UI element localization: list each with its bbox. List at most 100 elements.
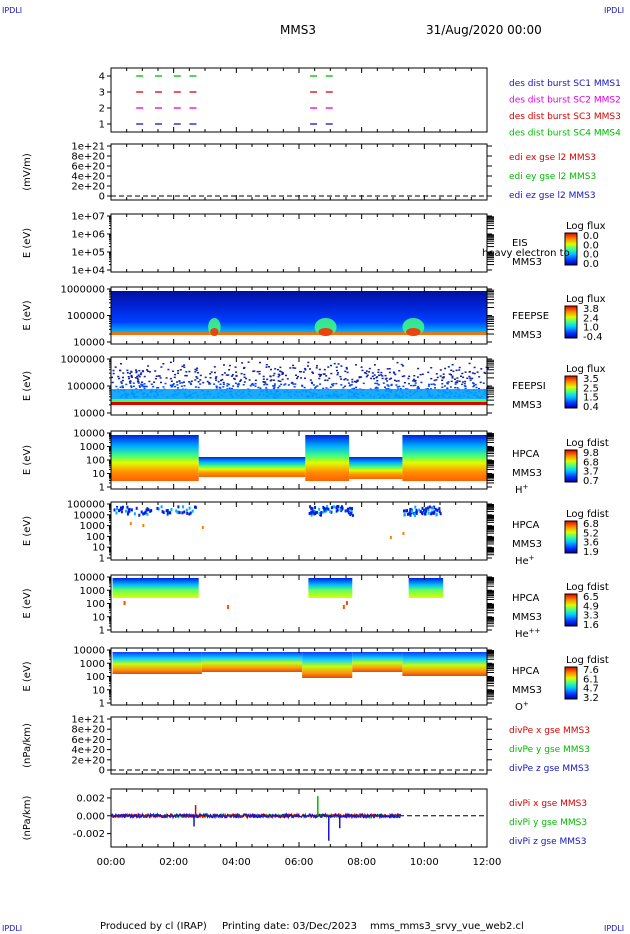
feepsi-pixel (266, 383, 269, 386)
hpca_h-ytick-label: 100 (86, 456, 105, 467)
feepsi-pixel (293, 386, 296, 388)
divpe-ytick-label: 6e+20 (71, 735, 105, 746)
feepsi-pixel (301, 384, 304, 387)
feepsi-pixel (476, 371, 479, 373)
hpca-he1-pixel (324, 507, 327, 511)
hpca-he1-pixel (420, 511, 423, 515)
feepsi-pixel (393, 379, 396, 382)
feepsi-pixel (382, 382, 385, 384)
feepsi-pixel (222, 383, 225, 386)
feepsi-pixel (375, 376, 378, 379)
feepsi-pixel (384, 386, 386, 388)
eis-frame (110, 213, 488, 273)
feepsi-pixel (484, 372, 487, 374)
time-axis-tick-label: 08:00 (347, 857, 376, 868)
feepsi-pixel (377, 369, 380, 371)
hpca-he1-pixel (347, 510, 350, 514)
feepsi-pixel (120, 363, 122, 365)
feepsi-pixel (219, 383, 222, 385)
hpca_he2-ylabel: E (eV) (22, 588, 33, 618)
hpca-he1-pixel (182, 505, 185, 509)
eis-overlap-text: heavy electron to (482, 248, 570, 259)
hpca_o-spacecraft-label: MMS3 (512, 685, 542, 696)
feepsi-pixel (188, 370, 191, 373)
feepsi-pixel (140, 383, 143, 385)
feepsi-pixel (387, 388, 390, 390)
feepsi-pixel (178, 380, 181, 382)
feepsi-pixel (441, 379, 444, 381)
feepsi-pixel (412, 384, 415, 387)
feepsi-pixel (354, 380, 356, 383)
eis-colorbar (564, 232, 578, 266)
feepsi-pixel (234, 366, 237, 368)
feepsi-pixel (323, 373, 326, 375)
hpca-he1-pixel (115, 511, 118, 515)
hpca-he1-pixel (309, 505, 312, 509)
feepsi-pixel (254, 382, 257, 385)
feepsi-pixel (336, 369, 338, 372)
feepsi-pixel (235, 374, 238, 377)
hpca-he1-pixel (160, 505, 163, 509)
feepsi-pixel (292, 367, 295, 369)
hpca-he1-pixel (351, 513, 354, 517)
feepsi-pixel (376, 380, 379, 382)
feepse-colorbar-tick: 1.0 (583, 323, 599, 334)
hpca-he1-pixel (427, 511, 430, 515)
feepsi-pixel (469, 379, 472, 381)
feepsi-pixel (441, 386, 444, 388)
feepsi-pixel (213, 383, 216, 385)
feepsi-pixel (455, 369, 458, 372)
feepsi-pixel (448, 373, 451, 375)
feepsi-pixel (332, 383, 335, 385)
burst-ytick-label: 4 (99, 72, 105, 83)
edi-ytick-label: 6e+20 (71, 162, 105, 173)
edi-frame (110, 143, 488, 201)
feepsi-pixel (277, 375, 280, 378)
burst-frame (110, 67, 488, 133)
feepsi-pixel (461, 381, 464, 383)
feepsi-pixel (309, 379, 312, 381)
feepsi-pixel (183, 366, 186, 368)
feepsi-pixel (343, 378, 346, 381)
feepsi-pixel (179, 382, 182, 384)
feepsi-band-red (111, 402, 487, 405)
hpca-h-spectrum (402, 435, 487, 481)
feepsi-pixel (473, 366, 476, 369)
feepsi-pixel (464, 385, 467, 388)
feepsi-pixel (169, 377, 172, 380)
feepsi-pixel (112, 372, 115, 375)
hpca_o-ytick-label: 100 (86, 672, 105, 683)
hpca-he1-pixel (422, 508, 425, 512)
hpca-he1-pixel (424, 512, 427, 516)
feepsi-pixel (154, 370, 157, 372)
hpca-he1-pixel (438, 507, 441, 511)
eis-colorbar-tick: 0.0 (583, 240, 599, 251)
feepsi-pixel (265, 387, 268, 389)
feepsi-pixel (392, 371, 395, 373)
hpca_he2-species-label: He++ (515, 627, 541, 640)
hpca-he1-pixel (186, 511, 189, 515)
hpca-he1-pixel (311, 507, 314, 511)
feepsi-pixel (194, 379, 197, 381)
feepsi-pixel (177, 372, 179, 374)
feepsi-pixel (143, 387, 146, 390)
feepsi-pixel (286, 378, 289, 380)
feepsi-pixel (401, 375, 404, 378)
feepsi-pixel (472, 382, 474, 384)
feepsi-pixel (269, 375, 272, 377)
edi-ylabel: (mV/m) (22, 153, 33, 191)
burst-legend-entry: des dist burst SC2 MMS2 (509, 96, 621, 106)
feepsi-pixel (185, 371, 188, 373)
feepsi-pixel (264, 383, 267, 385)
feepsi-pixel (452, 370, 455, 373)
feepsi-pixel (370, 377, 373, 380)
feepse-colorbar-tick: 3.8 (583, 304, 599, 315)
feepsi-pixel (130, 374, 133, 377)
feepsi-pixel (130, 385, 133, 387)
feepsi-pixel (114, 366, 117, 368)
feepsi-pixel (190, 383, 193, 385)
hpca-he1-pixel (311, 510, 314, 514)
feepsi-pixel (136, 375, 139, 378)
feepsi-pixel (468, 371, 471, 373)
feepsi-pixel (463, 382, 466, 385)
